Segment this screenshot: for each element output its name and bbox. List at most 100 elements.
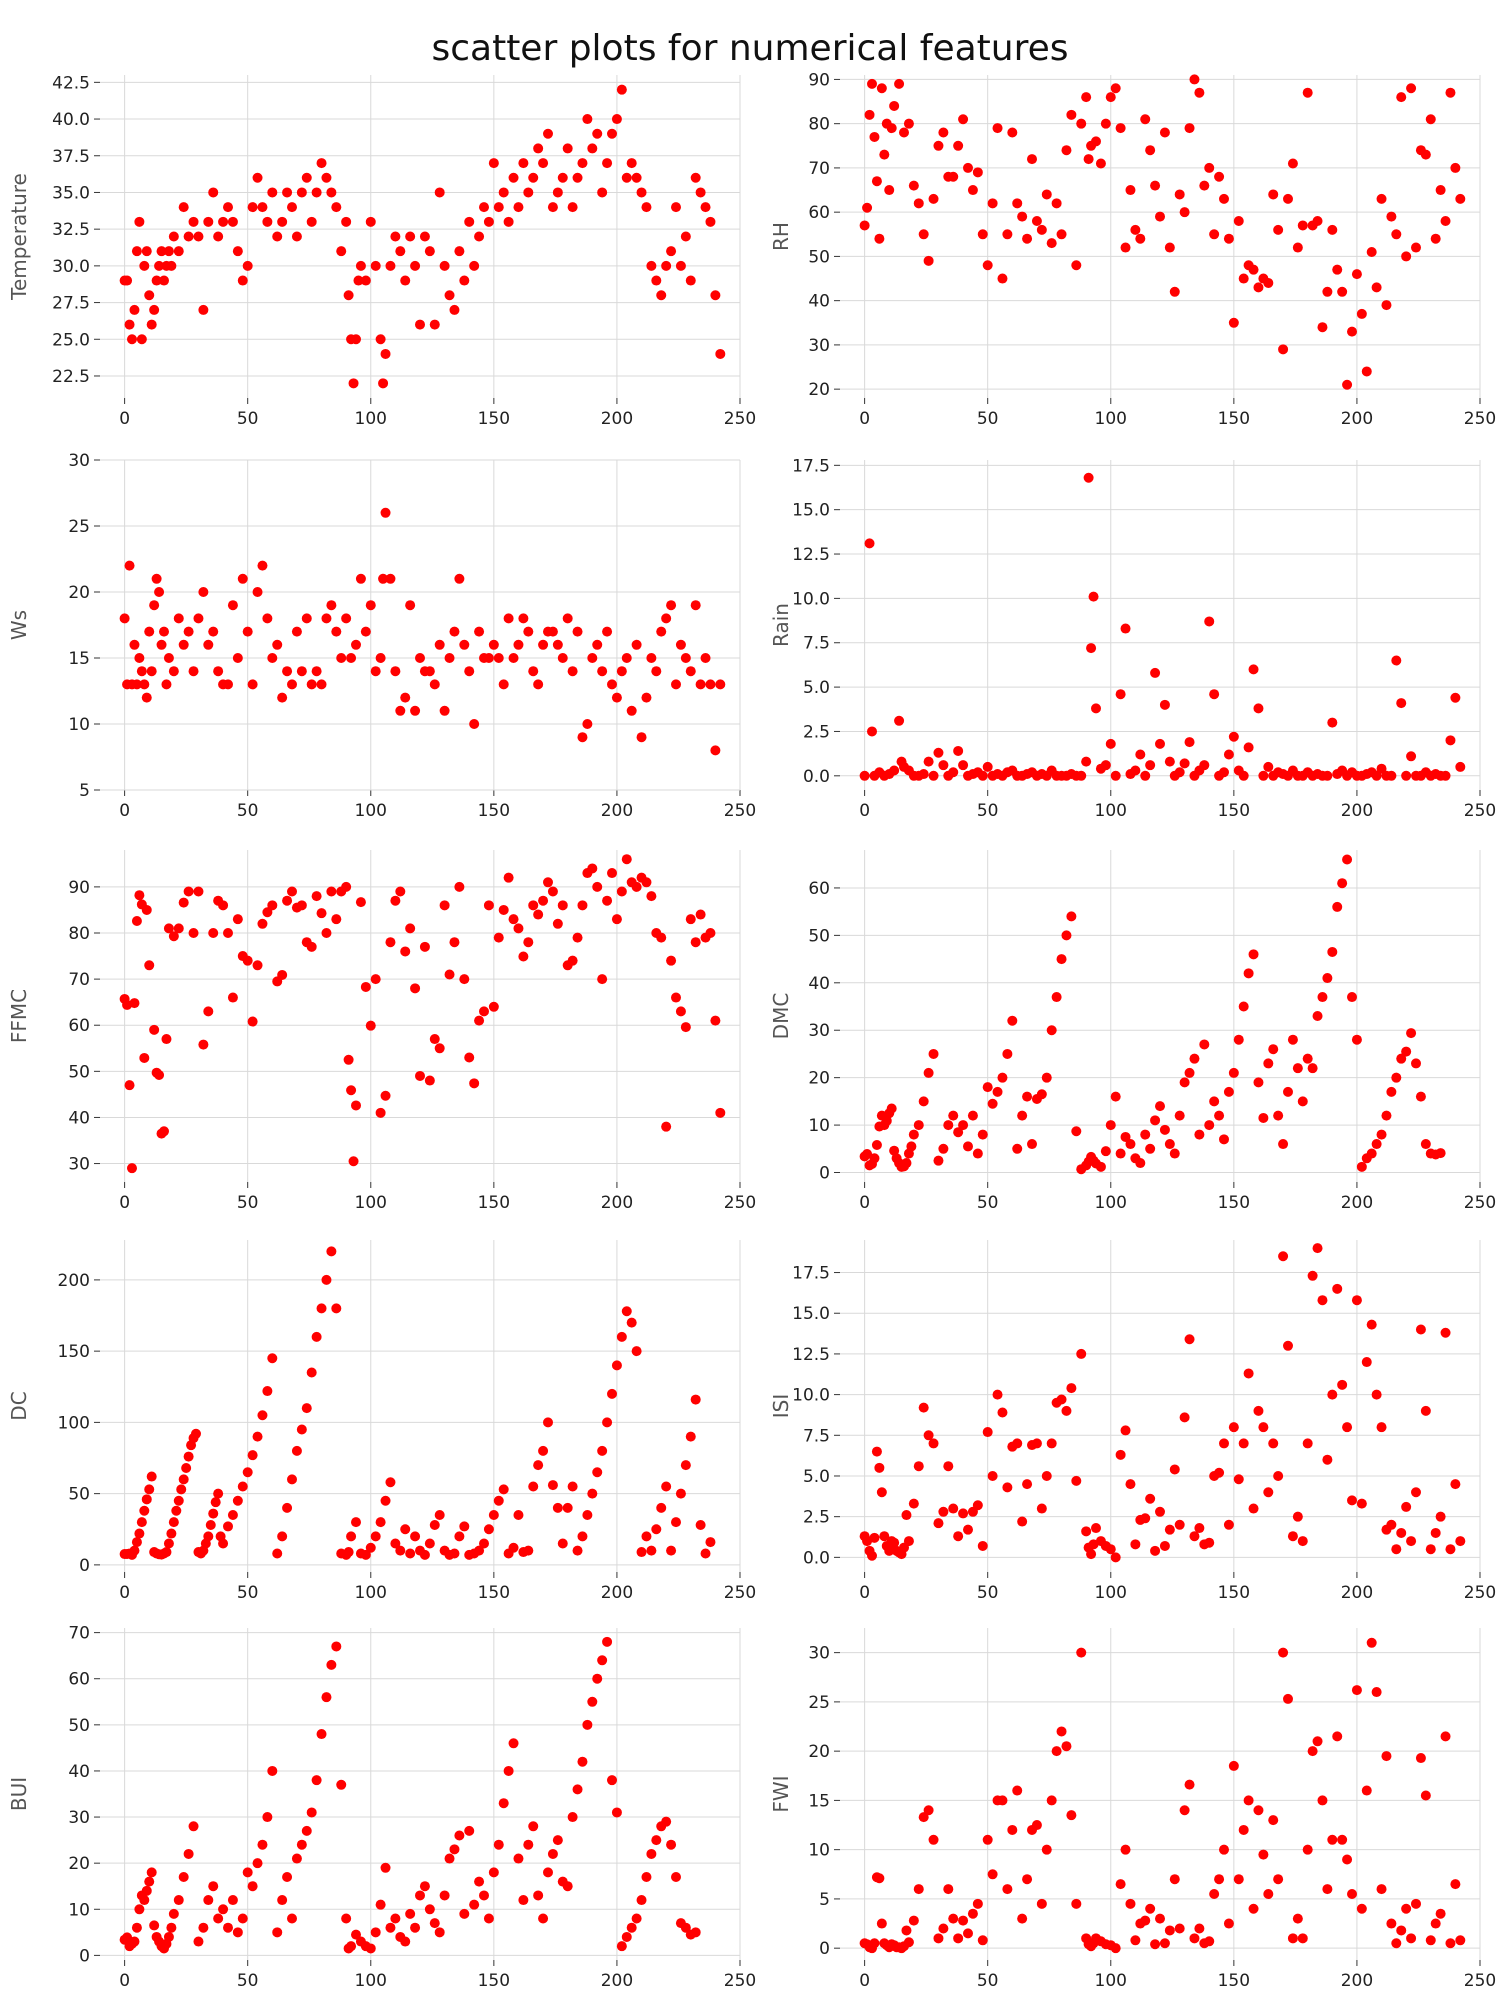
data-point — [1041, 1470, 1052, 1481]
data-point — [474, 1545, 485, 1556]
data-point — [1342, 379, 1353, 390]
data-point — [1046, 1795, 1057, 1806]
data-point — [218, 900, 229, 911]
data-point — [1155, 1506, 1165, 1517]
data-point — [1307, 1270, 1318, 1281]
data-point — [508, 653, 519, 663]
data-point — [685, 1431, 696, 1442]
x-tick-label: 50 — [237, 409, 259, 429]
data-point — [908, 1129, 919, 1140]
data-point — [146, 666, 157, 677]
data-point — [346, 1085, 357, 1096]
data-point — [1396, 1053, 1407, 1064]
data-point — [1450, 162, 1461, 173]
data-point — [131, 1922, 142, 1933]
data-point — [577, 1531, 588, 1542]
data-point — [136, 666, 147, 677]
data-point — [661, 260, 672, 271]
data-point — [884, 185, 895, 196]
data-point — [188, 666, 199, 677]
data-point — [429, 679, 440, 690]
subplot-fwi: 0 50 100 150 200 250 0 5 10 15 20 25 30 FWI — [769, 1628, 1496, 1991]
data-point — [1041, 1072, 1052, 1083]
data-point — [611, 1360, 622, 1371]
data-point — [161, 1034, 172, 1045]
data-point — [1022, 1874, 1033, 1885]
data-point — [429, 319, 440, 330]
data-point — [1071, 1898, 1082, 1909]
data-point — [631, 1346, 642, 1357]
data-point — [144, 290, 155, 301]
data-point — [1337, 286, 1348, 297]
data-point — [1169, 1464, 1180, 1475]
data-point — [523, 626, 534, 637]
data-point — [296, 1424, 307, 1435]
data-point — [173, 1895, 184, 1906]
data-point — [188, 1821, 199, 1832]
data-point — [267, 187, 278, 198]
data-point — [1174, 189, 1185, 200]
data-point — [1105, 738, 1116, 749]
data-point — [1056, 1394, 1067, 1405]
data-point — [178, 1872, 189, 1882]
data-point — [1322, 1884, 1333, 1895]
data-point — [958, 760, 969, 771]
data-point — [1287, 1933, 1298, 1944]
data-point — [1297, 1096, 1308, 1107]
data-point — [370, 666, 381, 677]
data-point — [1243, 1795, 1254, 1806]
data-point — [1164, 1524, 1175, 1535]
data-point — [680, 1022, 691, 1033]
data-point — [469, 719, 480, 729]
data-point — [257, 560, 268, 571]
data-point — [163, 1538, 174, 1549]
data-point — [1401, 1501, 1412, 1512]
data-point — [1401, 770, 1412, 781]
data-point — [291, 231, 302, 242]
data-point — [963, 1141, 973, 1152]
data-point — [1194, 87, 1205, 98]
y-tick-label: 37.5 — [52, 147, 90, 167]
data-point — [1066, 109, 1077, 120]
data-point — [336, 653, 347, 663]
data-point — [321, 1692, 332, 1703]
x-tick-label: 200 — [1341, 801, 1373, 821]
data-point — [1189, 74, 1200, 85]
data-point — [715, 679, 726, 690]
data-point — [163, 923, 174, 934]
data-point — [901, 1925, 912, 1936]
data-point — [1420, 149, 1431, 160]
data-point — [1430, 1527, 1441, 1538]
data-point — [262, 907, 273, 918]
y-axis-label: FFMC — [7, 989, 31, 1043]
data-point — [127, 1163, 137, 1174]
data-point — [1174, 1110, 1185, 1121]
data-point — [1125, 185, 1136, 196]
data-point — [296, 666, 307, 677]
data-point — [227, 1510, 238, 1521]
x-tick-label: 100 — [355, 1193, 387, 1213]
data-point — [346, 1531, 357, 1542]
data-point — [656, 1502, 667, 1513]
data-point — [1366, 246, 1377, 257]
data-point — [597, 1655, 608, 1666]
data-point — [223, 202, 233, 213]
data-point — [592, 1467, 603, 1478]
y-tick-label: 25.0 — [52, 330, 90, 350]
data-point — [1248, 1503, 1259, 1514]
data-point — [1283, 193, 1293, 204]
data-point — [252, 1858, 263, 1869]
data-point — [1337, 1834, 1348, 1845]
y-tick-label: 10 — [68, 1900, 90, 1920]
data-point — [419, 231, 430, 242]
figure-title: scatter plots for numerical features — [431, 28, 1069, 69]
y-axis-label: DMC — [769, 993, 793, 1040]
data-point — [122, 275, 133, 286]
data-point — [977, 1540, 988, 1551]
data-point — [348, 378, 359, 389]
data-point — [291, 626, 302, 637]
data-point — [705, 216, 716, 227]
y-tick-label: 50 — [808, 247, 830, 267]
data-point — [1386, 1519, 1397, 1530]
data-point — [958, 114, 969, 125]
